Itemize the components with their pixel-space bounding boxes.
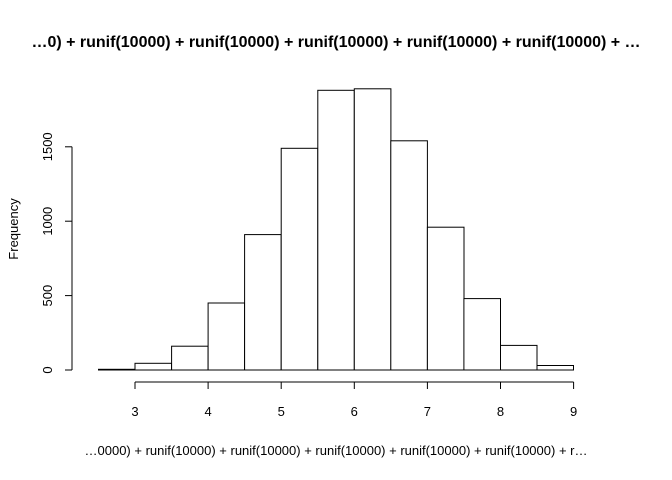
histogram-bar bbox=[426, 226, 465, 371]
y-axis: 0 500 1000 1500 bbox=[40, 132, 73, 374]
y-tick-label: 0 bbox=[40, 366, 55, 373]
x-axis-label: …0000) + runif(10000) + runif(10000) + r… bbox=[85, 443, 588, 458]
x-tick-label: 9 bbox=[570, 404, 577, 419]
x-tick-label: 3 bbox=[131, 404, 138, 419]
histogram-bar bbox=[353, 88, 392, 371]
histogram-bar bbox=[244, 234, 282, 371]
x-tick-label: 4 bbox=[204, 404, 211, 419]
x-tick-label: 8 bbox=[497, 404, 504, 419]
histogram-bar bbox=[171, 345, 209, 371]
histogram-bar bbox=[500, 344, 538, 371]
y-axis-label: Frequency bbox=[6, 198, 21, 260]
y-tick-label: 1000 bbox=[40, 207, 55, 236]
y-tick-label: 500 bbox=[40, 285, 55, 307]
histogram-bar bbox=[317, 89, 355, 371]
histogram-bar bbox=[134, 362, 173, 371]
histogram-bar bbox=[463, 298, 501, 371]
x-axis: 3 4 5 6 7 8 9 bbox=[131, 381, 577, 419]
y-tick-label: 1500 bbox=[40, 132, 55, 161]
bars-group bbox=[98, 88, 574, 371]
x-tick-label: 6 bbox=[351, 404, 358, 419]
chart-title: …0) + runif(10000) + runif(10000) + runi… bbox=[31, 34, 640, 51]
x-tick-label: 7 bbox=[424, 404, 431, 419]
histogram-bar bbox=[280, 147, 319, 371]
histogram-bar bbox=[536, 365, 574, 371]
histogram-bar bbox=[390, 140, 428, 371]
histogram-bar bbox=[98, 368, 136, 371]
x-tick-label: 5 bbox=[278, 404, 285, 419]
histogram-bar bbox=[207, 302, 246, 371]
